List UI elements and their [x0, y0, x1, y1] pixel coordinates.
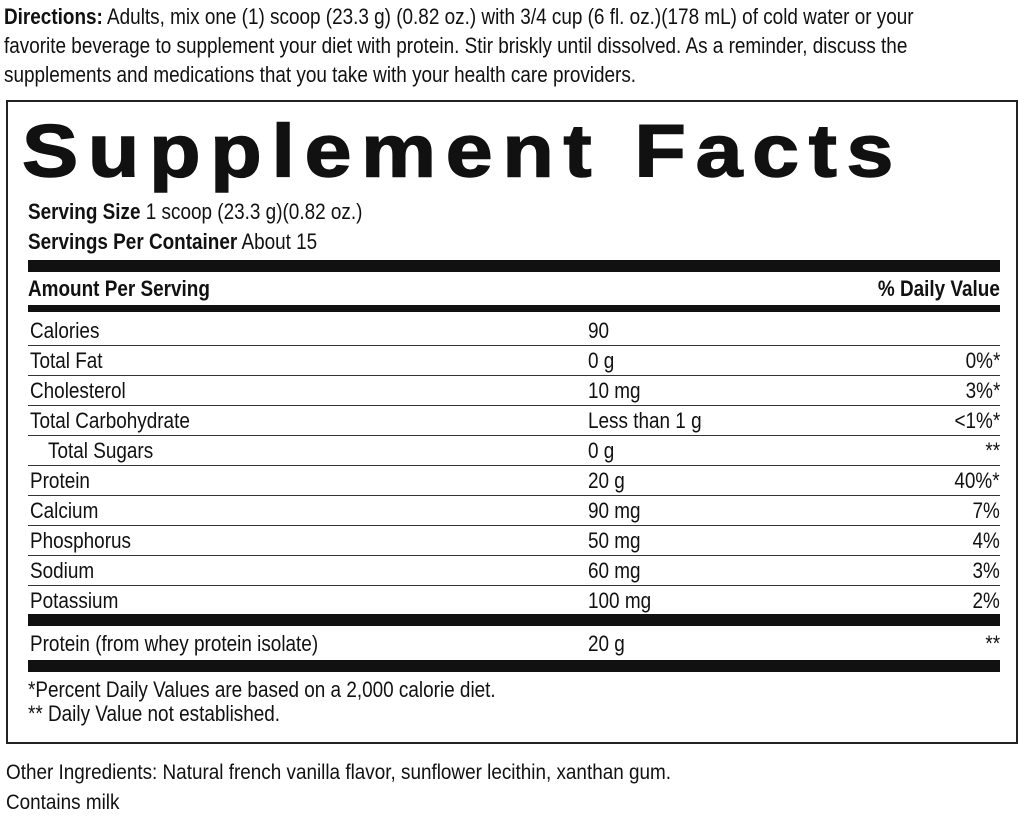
- directions-line: favorite beverage to supplement your die…: [4, 33, 908, 58]
- servings-per-container: Servings Per Container About 15: [28, 229, 318, 254]
- table-row: Calories 90: [28, 315, 1000, 346]
- row-dv: 7%: [972, 498, 1000, 523]
- table-row: Sodium 60 mg 3%: [28, 555, 1000, 586]
- row-name: Potassium: [30, 588, 119, 613]
- footnote: ** Daily Value not established.: [28, 701, 281, 726]
- panel-title: Supplement Facts: [21, 108, 904, 193]
- allergen-statement: Contains milk: [6, 791, 120, 814]
- row-name: Total Sugars: [48, 438, 154, 463]
- directions: Directions: Adults, mix one (1) scoop (2…: [4, 2, 1024, 89]
- row-amount: 90 mg: [588, 498, 641, 523]
- row-name: Cholesterol: [30, 378, 126, 403]
- row-amount: Less than 1 g: [588, 408, 702, 433]
- row-amount: 20 g: [588, 468, 625, 493]
- row-dv: 3%*: [965, 378, 1000, 403]
- row-name: Calories: [30, 318, 100, 343]
- row-dv: 3%: [972, 558, 1000, 583]
- row-name: Total Carbohydrate: [30, 408, 190, 433]
- row-name: Sodium: [30, 558, 95, 583]
- directions-label: Directions:: [4, 4, 103, 29]
- divider: [28, 305, 1000, 312]
- directions-line: Adults, mix one (1) scoop (23.3 g) (0.82…: [102, 4, 914, 29]
- divider: [28, 614, 1000, 626]
- row-dv: 0%*: [965, 348, 1000, 373]
- other-ingredients: Other Ingredients: Natural french vanill…: [6, 761, 672, 784]
- row-amount: 50 mg: [588, 528, 641, 553]
- row-dv: 40%*: [954, 468, 1000, 493]
- footnote: *Percent Daily Values are based on a 2,0…: [28, 677, 496, 702]
- row-name: Protein: [30, 468, 90, 493]
- table-header: Amount Per Serving % Daily Value: [28, 276, 1000, 301]
- divider: [28, 660, 1000, 672]
- divider: [28, 260, 1000, 272]
- table-row: Protein (from whey protein isolate) 20 g…: [30, 631, 1000, 656]
- table-row: Potassium 100 mg 2%: [28, 585, 1000, 615]
- row-amount: 10 mg: [588, 378, 641, 403]
- table-row: Total Fat 0 g 0%*: [28, 345, 1000, 376]
- table-row: Calcium 90 mg 7%: [28, 495, 1000, 526]
- row-dv: <1%*: [954, 408, 1000, 433]
- row-amount: 0 g: [588, 438, 615, 463]
- table-row: Phosphorus 50 mg 4%: [28, 525, 1000, 556]
- table-row: Total Sugars 0 g **: [28, 435, 1000, 466]
- supplement-facts-panel: [6, 100, 1018, 744]
- table-row: Cholesterol 10 mg 3%*: [28, 375, 1000, 406]
- row-dv: 4%: [972, 528, 1000, 553]
- row-amount: 0 g: [588, 348, 615, 373]
- table-row: Total Carbohydrate Less than 1 g <1%*: [28, 405, 1000, 436]
- row-amount: 90: [588, 318, 610, 343]
- row-dv: 2%: [972, 588, 1000, 613]
- row-name: Total Fat: [30, 348, 103, 373]
- row-dv: **: [985, 438, 1000, 463]
- row-name: Calcium: [30, 498, 99, 523]
- row-amount: 100 mg: [588, 588, 652, 613]
- table-row: Protein 20 g 40%*: [28, 465, 1000, 496]
- row-amount: 60 mg: [588, 558, 641, 583]
- row-name: Phosphorus: [30, 528, 131, 553]
- directions-line: supplements and medications that you tak…: [4, 62, 637, 87]
- serving-size: Serving Size 1 scoop (23.3 g)(0.82 oz.): [28, 199, 363, 224]
